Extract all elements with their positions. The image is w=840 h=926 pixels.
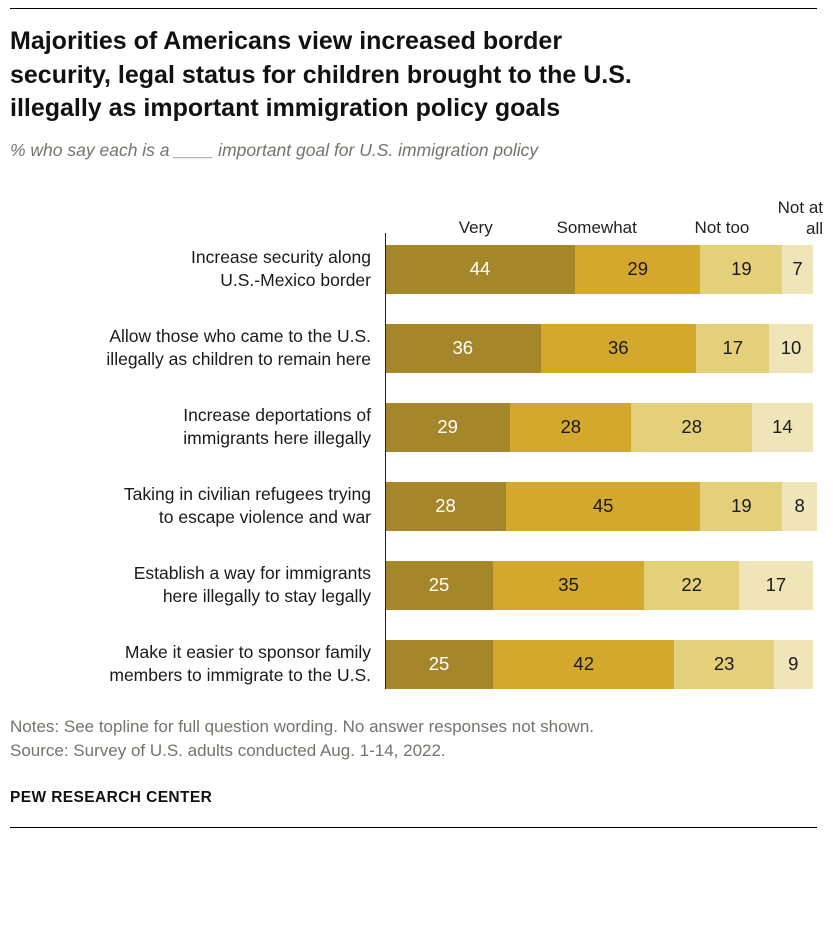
bar-segment-not-at-all: 17 [739, 560, 813, 610]
bar-segment-not-at-all: 8 [782, 481, 817, 531]
chart-title-line: security, legal status for children brou… [10, 60, 632, 89]
y-axis-line [385, 232, 386, 689]
stacked-bar: 29 28 28 14 [385, 402, 817, 452]
bar-row: Taking in civilian refugees trying to es… [10, 481, 817, 531]
bar-segment-not-too: 19 [700, 244, 783, 294]
bar-segment-somewhat: 35 [493, 560, 645, 610]
bar-segment-very: 36 [385, 323, 541, 373]
category-label: Establish a way for immigrants here ille… [10, 561, 385, 610]
bar-segment-very: 44 [385, 244, 576, 294]
notes-line: Notes: See topline for full question wor… [10, 716, 594, 736]
bar-segment-somewhat: 45 [505, 481, 701, 531]
bar-segment-not-too: 23 [674, 639, 774, 689]
stacked-bar: 25 42 23 9 [385, 639, 817, 689]
top-divider [10, 8, 817, 9]
source-line: Source: Survey of U.S. adults conducted … [10, 740, 446, 760]
bar-segment-not-too: 22 [644, 560, 740, 610]
category-label-line: to escape violence and war [158, 507, 371, 527]
category-label: Make it easier to sponsor family members… [10, 640, 385, 689]
column-header-very: Very [458, 217, 493, 237]
column-header-somewhat: Somewhat [556, 217, 637, 237]
bar-segment-somewhat: 36 [540, 323, 697, 373]
bar-segment-very: 25 [385, 560, 493, 610]
category-label-line: immigrants here illegally [183, 428, 371, 448]
category-label-line: Establish a way for immigrants [133, 563, 371, 584]
category-label: Increase deportations of immigrants here… [10, 403, 385, 452]
bar-segment-very: 29 [385, 402, 511, 452]
stacked-bar-chart: Very Somewhat Not too Not at all Increas… [10, 185, 823, 689]
chart-rows: Increase security along U.S.-Mexico bord… [10, 232, 817, 689]
chart-subtitle: % who say each is a ____ important goal … [10, 139, 539, 160]
stacked-bar: 36 36 17 10 [385, 323, 817, 373]
category-label-line: members to immigrate to the U.S. [109, 665, 371, 685]
bar-row: Make it easier to sponsor family members… [10, 639, 817, 689]
category-label: Increase security along U.S.-Mexico bord… [10, 245, 385, 294]
stacked-bar: 28 45 19 8 [385, 481, 817, 531]
category-label: Taking in civilian refugees trying to es… [10, 482, 385, 531]
chart-title-line: illegally as important immigration polic… [10, 94, 561, 122]
bar-segment-very: 25 [385, 639, 493, 689]
category-label-line: Taking in civilian refugees trying [123, 484, 371, 505]
chart-title-line: Majorities of Americans view increased b… [10, 27, 563, 55]
category-label-line: U.S.-Mexico border [220, 270, 371, 290]
stacked-bar: 25 35 22 17 [385, 560, 817, 610]
bar-row: Establish a way for immigrants here ille… [10, 560, 817, 610]
page: Majorities of Americans view increased b… [10, 8, 823, 828]
category-label-line: here illegally to stay legally [162, 586, 371, 606]
bar-segment-not-too: 17 [696, 323, 770, 373]
bar-segment-somewhat: 28 [510, 402, 632, 452]
category-label-line: Increase security along [191, 247, 371, 268]
bar-segment-not-at-all: 7 [782, 244, 813, 294]
bar-segment-not-too: 28 [631, 402, 753, 452]
category-label-line: Make it easier to sponsor family [124, 642, 371, 663]
bar-segment-not-at-all: 14 [752, 402, 813, 452]
bar-row: Allow those who came to the U.S. illegal… [10, 323, 817, 373]
bar-segment-not-at-all: 10 [769, 323, 813, 373]
category-label-line: Allow those who came to the U.S. [109, 326, 371, 347]
chart-title: Majorities of Americans view increased b… [10, 25, 817, 126]
bar-segment-very: 28 [385, 481, 506, 531]
category-label-line: illegally as children to remain here [106, 349, 371, 369]
bottom-divider [10, 826, 817, 828]
column-header-not-too: Not too [694, 217, 750, 237]
bar-segment-not-at-all: 9 [773, 639, 813, 689]
bar-row: Increase deportations of immigrants here… [10, 402, 817, 452]
stacked-bar: 44 29 19 7 [385, 244, 817, 294]
column-headers: Very Somewhat Not too Not at all [10, 185, 823, 245]
chart-notes: Notes: See topline for full question wor… [10, 715, 817, 763]
bar-row: Increase security along U.S.-Mexico bord… [10, 244, 817, 294]
category-label-line: Increase deportations of [183, 405, 371, 426]
pew-research-center-brand: PEW RESEARCH CENTER [10, 788, 213, 806]
category-label: Allow those who came to the U.S. illegal… [10, 324, 385, 373]
bar-segment-not-too: 19 [700, 481, 783, 531]
bar-segment-somewhat: 42 [493, 639, 675, 689]
column-header-not-at-all: Not at all [777, 198, 823, 239]
bar-segment-somewhat: 29 [575, 244, 701, 294]
